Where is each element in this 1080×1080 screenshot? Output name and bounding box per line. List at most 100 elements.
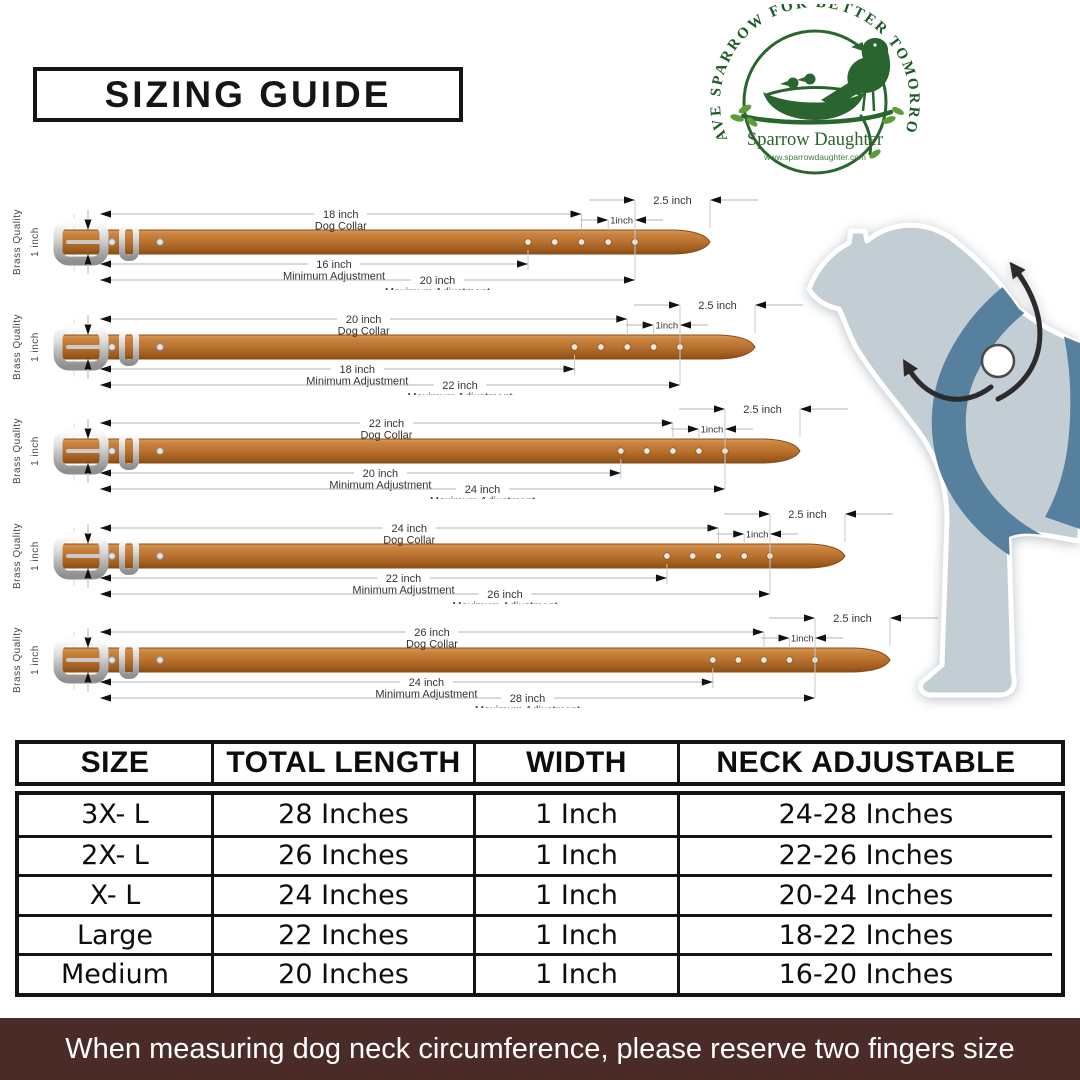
- svg-text:Dog Collar: Dog Collar: [338, 325, 390, 337]
- svg-text:Dog Collar: Dog Collar: [406, 639, 458, 651]
- keeper-loop: [119, 432, 139, 470]
- rivet: [108, 551, 116, 560]
- rivet: [108, 342, 116, 351]
- svg-text:2.5 inch: 2.5 inch: [788, 509, 827, 521]
- table-cell: 18-22 Inches: [677, 913, 1052, 954]
- bird-nest-illustration: [730, 38, 904, 159]
- table-cell: 1 Inch: [473, 913, 677, 954]
- table-cell: 1 Inch: [473, 874, 677, 914]
- brass-quality-label: Brass Quality: [12, 418, 23, 484]
- adjustment-hole: [714, 551, 723, 560]
- svg-text:Minimum Adjustment: Minimum Adjustment: [306, 375, 408, 387]
- svg-text:18 inch: 18 inch: [340, 364, 375, 376]
- rivet: [156, 238, 164, 246]
- adjustment-hole: [623, 342, 631, 351]
- svg-text:20 inch: 20 inch: [363, 468, 398, 480]
- footer-note: When measuring dog neck circumference, p…: [0, 1018, 1080, 1080]
- buckle: [53, 323, 109, 370]
- buckle: [53, 427, 109, 475]
- brass-quality-label: Brass Quality: [12, 314, 23, 380]
- table-cell: 1 Inch: [473, 834, 677, 875]
- adjustment-hole: [709, 656, 717, 664]
- svg-text:16 inch: 16 inch: [316, 259, 351, 271]
- svg-text:22 inch: 22 inch: [369, 418, 404, 430]
- size-table-body: 3X- L 28 Inches 1 Inch 24-28 Inches 2X- L 26 …: [15, 791, 1065, 997]
- brass-quality-label: Brass Quality: [12, 627, 23, 693]
- adjustment-hole: [734, 656, 743, 664]
- adjustment-hole: [570, 342, 579, 351]
- svg-text:Minimum Adjustment: Minimum Adjustment: [283, 271, 385, 283]
- svg-text:1inch: 1inch: [701, 425, 724, 436]
- collar-tag: [980, 343, 1016, 379]
- keeper-loop: [119, 327, 139, 366]
- table-cell: 22 Inches: [211, 913, 473, 954]
- arrowhead-top: [1009, 261, 1026, 280]
- adjustment-hole: [663, 551, 671, 560]
- column-header: WIDTH: [473, 744, 677, 782]
- svg-text:2.5 inch: 2.5 inch: [743, 404, 782, 416]
- svg-text:Dog Collar: Dog Collar: [360, 430, 412, 442]
- strap-width-label: 1 inch: [30, 227, 41, 257]
- table-cell: 1 Inch: [473, 795, 677, 835]
- buckle: [53, 218, 109, 266]
- brass-quality-label: Brass Quality: [12, 209, 23, 275]
- svg-text:20 inch: 20 inch: [346, 314, 381, 326]
- size-table-header: SIZE TOTAL LENGTH WIDTH NECK ADJUSTABLE: [15, 740, 1065, 786]
- svg-text:Maximum Adjustment: Maximum Adjustment: [385, 287, 490, 291]
- adjustment-hole: [524, 238, 532, 246]
- adjustment-hole: [785, 656, 794, 664]
- leather-strap: [61, 334, 756, 359]
- table-cell: 26 Inches: [211, 834, 473, 875]
- svg-text:Maximum Adjustment: Maximum Adjustment: [452, 600, 557, 604]
- table-cell: 2X- L: [19, 834, 211, 875]
- svg-text:Maximum Adjustment: Maximum Adjustment: [407, 391, 512, 395]
- title-box: SIZING GUIDE: [33, 67, 463, 122]
- strap-width-label: 1 inch: [30, 332, 41, 362]
- svg-text:1inch: 1inch: [610, 216, 633, 227]
- svg-text:26 inch: 26 inch: [414, 627, 449, 639]
- adjustment-hole: [643, 447, 651, 455]
- table-cell: 16-20 Inches: [677, 953, 1052, 993]
- keeper-loop: [119, 536, 139, 575]
- adjustment-hole: [597, 342, 605, 351]
- svg-text:Dog Collar: Dog Collar: [383, 534, 435, 546]
- buckle: [53, 532, 109, 579]
- svg-text:Dog Collar: Dog Collar: [315, 221, 367, 233]
- column-header: NECK ADJUSTABLE: [677, 744, 1052, 782]
- table-cell: 24-28 Inches: [677, 795, 1052, 835]
- table-cell: 20 Inches: [211, 953, 473, 993]
- svg-text:Minimum Adjustment: Minimum Adjustment: [375, 689, 477, 701]
- rivet: [108, 238, 116, 246]
- adjustment-hole: [649, 342, 658, 351]
- svg-text:Maximum Adjustment: Maximum Adjustment: [430, 496, 535, 500]
- svg-text:Maximum Adjustment: Maximum Adjustment: [475, 705, 580, 709]
- table-cell: 28 Inches: [211, 795, 473, 835]
- adjustment-hole: [760, 656, 768, 664]
- adjustment-hole: [577, 238, 586, 246]
- strap-width-label: 1 inch: [30, 541, 41, 571]
- svg-text:Minimum Adjustment: Minimum Adjustment: [352, 584, 454, 596]
- adjustment-hole: [740, 551, 748, 560]
- adjustment-hole: [551, 238, 559, 246]
- rivet: [156, 342, 164, 351]
- footer-text: When measuring dog neck circumference, p…: [65, 1032, 1015, 1065]
- svg-text:2.5 inch: 2.5 inch: [698, 300, 737, 312]
- svg-text:22 inch: 22 inch: [386, 573, 421, 585]
- svg-text:24 inch: 24 inch: [465, 484, 500, 496]
- arrowhead-bottom: [903, 359, 918, 377]
- svg-text:24 inch: 24 inch: [409, 677, 444, 689]
- table-cell: X- L: [19, 874, 211, 914]
- svg-text:1inch: 1inch: [655, 320, 678, 331]
- strap-width-label: 1 inch: [30, 645, 41, 675]
- measure-rotation-arrows: [907, 270, 1043, 402]
- leather-strap: [61, 543, 846, 568]
- svg-text:1inch: 1inch: [791, 634, 814, 645]
- svg-text:2.5 inch: 2.5 inch: [653, 195, 692, 207]
- nest: [763, 92, 865, 120]
- keeper-loop: [119, 641, 139, 679]
- column-header: TOTAL LENGTH: [211, 744, 473, 782]
